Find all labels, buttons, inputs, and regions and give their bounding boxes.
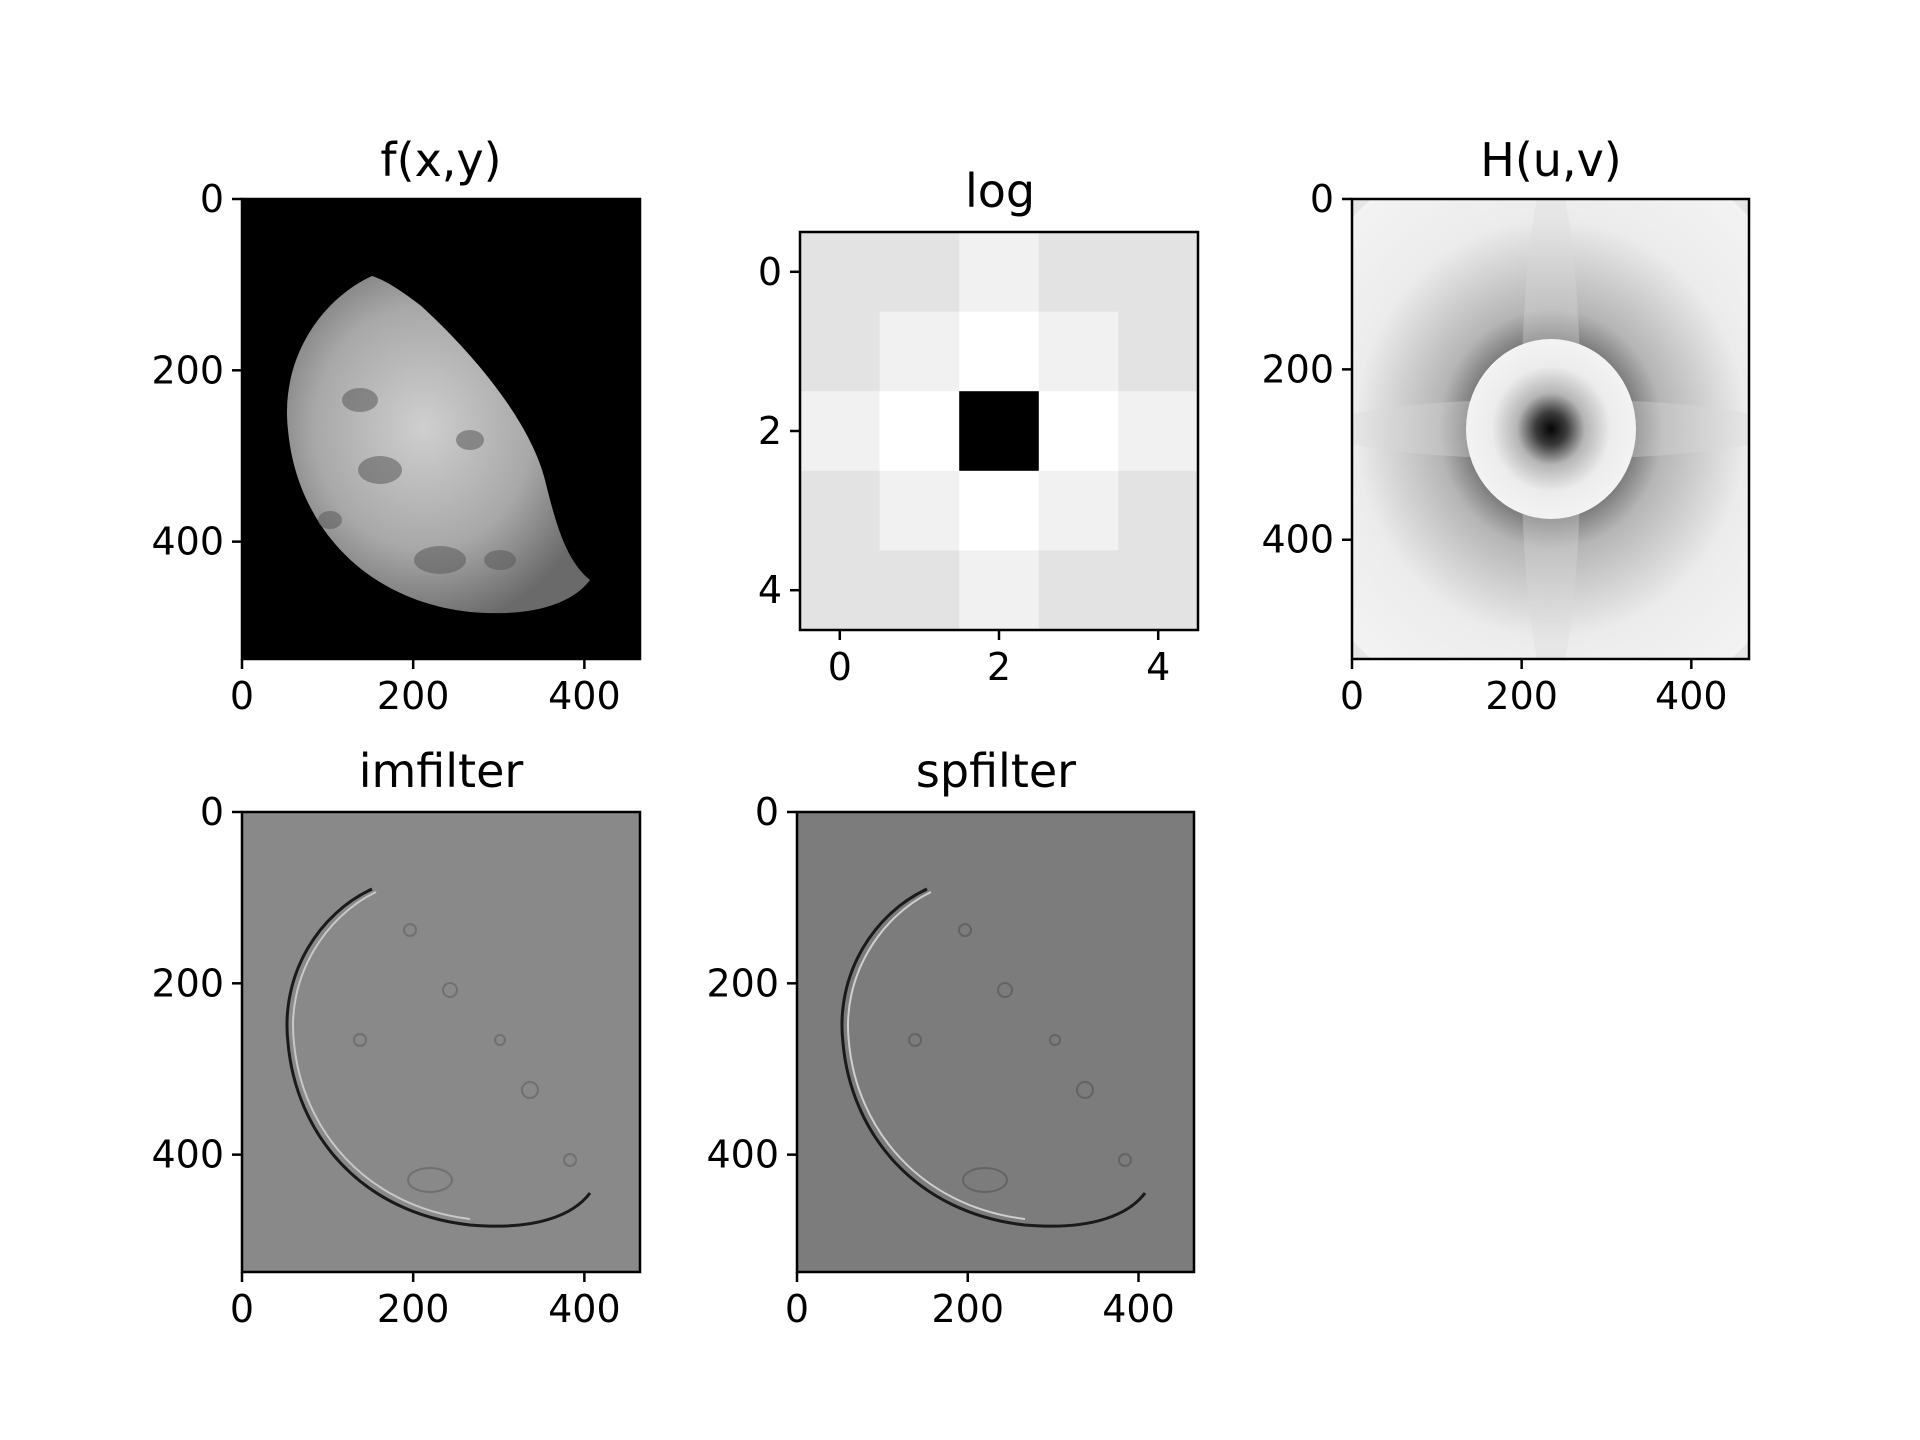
x-tick-label: 0 xyxy=(1340,674,1364,718)
image-fxy xyxy=(242,199,640,659)
heatmap-cell xyxy=(959,232,1040,313)
heatmap-cell xyxy=(959,391,1040,472)
heatmap-cell xyxy=(1118,391,1199,472)
heatmap-cell xyxy=(1038,391,1119,472)
heatmap-cell xyxy=(1038,232,1119,313)
y-tick-label: 0 xyxy=(755,790,779,834)
heatmap-cell xyxy=(879,470,960,551)
heatmap-cell xyxy=(879,550,960,631)
x-tick-label: 2 xyxy=(987,645,1011,689)
x-tick-label: 400 xyxy=(548,1287,621,1331)
heatmap-cell xyxy=(1038,311,1119,392)
image-imfilter xyxy=(242,812,640,1272)
heatmap-cell xyxy=(1038,470,1119,551)
panel-title-imfilter: imfilter xyxy=(359,744,524,798)
panel-spfilter: spfilter xyxy=(795,744,1196,1274)
y-tick-label: 200 xyxy=(151,348,224,392)
x-tick-label: 4 xyxy=(1146,645,1170,689)
heatmap-cell xyxy=(800,550,881,631)
image-spfilter xyxy=(797,812,1194,1272)
heatmap-cell xyxy=(879,391,960,472)
x-tick-label: 0 xyxy=(828,645,852,689)
heatmap-cell xyxy=(1118,550,1199,631)
x-tick-label: 200 xyxy=(1485,674,1558,718)
y-tick-label: 200 xyxy=(1261,347,1334,391)
panel-imfilter: imfilter xyxy=(240,744,642,1274)
panel-title-log: log xyxy=(965,164,1035,218)
heatmap-cell xyxy=(800,311,881,392)
heatmap-cell xyxy=(879,232,960,313)
y-tick-label: 400 xyxy=(706,1133,779,1177)
heatmap-cell xyxy=(1118,470,1199,551)
y-tick-label: 200 xyxy=(151,961,224,1005)
x-tick-label: 200 xyxy=(931,1287,1004,1331)
heatmap-cell xyxy=(800,391,881,472)
y-tick-label: 2 xyxy=(758,409,782,453)
heatmap-cell xyxy=(800,232,881,313)
heatmap-cell xyxy=(1118,311,1199,392)
y-tick-label: 4 xyxy=(758,568,782,612)
heatmap-cell xyxy=(1038,550,1119,631)
x-tick-label: 0 xyxy=(230,674,254,718)
x-tick-label: 200 xyxy=(377,674,450,718)
heatmap-cell xyxy=(959,311,1040,392)
y-tick-label: 400 xyxy=(151,520,224,564)
x-tick-label: 400 xyxy=(1655,674,1728,718)
y-tick-label: 0 xyxy=(200,790,224,834)
heatmap-cell xyxy=(959,550,1040,631)
panel-fxy: f(x,y) xyxy=(240,133,642,661)
x-tick-label: 0 xyxy=(230,1287,254,1331)
heatmap-cell xyxy=(1118,232,1199,313)
panel-title-huv: H(u,v) xyxy=(1480,133,1621,187)
moon-lit-area xyxy=(286,276,590,614)
log-heatmap xyxy=(800,232,1199,631)
panel-log: log xyxy=(798,164,1200,632)
y-tick-label: 200 xyxy=(706,961,779,1005)
image-huv xyxy=(1352,199,1749,659)
y-tick-label: 0 xyxy=(758,250,782,294)
panel-title-fxy: f(x,y) xyxy=(380,133,501,187)
y-tick-label: 400 xyxy=(151,1133,224,1177)
y-tick-label: 0 xyxy=(200,177,224,221)
x-tick-label: 0 xyxy=(785,1287,809,1331)
heatmap-cell xyxy=(879,311,960,392)
y-tick-label: 0 xyxy=(1310,177,1334,221)
heatmap-cell xyxy=(800,470,881,551)
x-tick-label: 400 xyxy=(1102,1287,1175,1331)
panel-huv: H(u,v) xyxy=(1350,133,1751,661)
y-tick-label: 400 xyxy=(1261,518,1334,562)
x-tick-label: 400 xyxy=(548,674,621,718)
axis-ticks: 0 200 400 0 200 400 0 2 4 0 2 4 0 200 400 0 200 400 0 200 40… xyxy=(151,177,1727,1331)
x-tick-label: 200 xyxy=(377,1287,450,1331)
panel-title-spfilter: spfilter xyxy=(916,744,1076,798)
heatmap-cell xyxy=(959,470,1040,551)
